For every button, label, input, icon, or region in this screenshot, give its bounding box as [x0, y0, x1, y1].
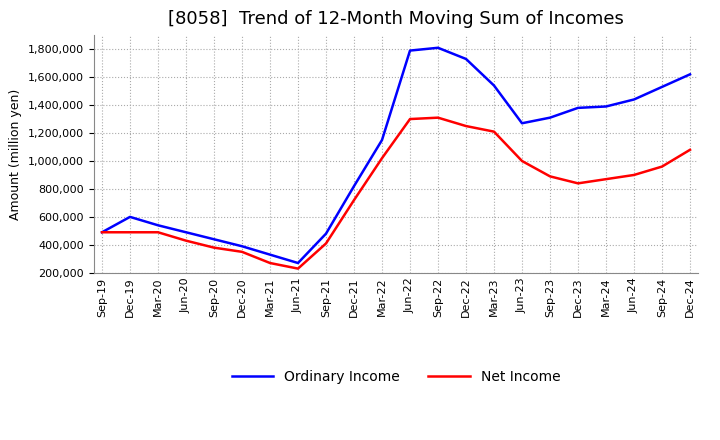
- Ordinary Income: [210, 237, 218, 242]
- Ordinary Income: [602, 104, 611, 109]
- Ordinary Income: [153, 223, 162, 228]
- Ordinary Income: [574, 105, 582, 110]
- Net Income: [518, 158, 526, 164]
- Ordinary Income: [685, 72, 694, 77]
- Net Income: [546, 174, 554, 179]
- Net Income: [294, 266, 302, 271]
- Ordinary Income: [405, 48, 414, 53]
- Y-axis label: Amount (million yen): Amount (million yen): [9, 88, 22, 220]
- Net Income: [657, 164, 666, 169]
- Ordinary Income: [433, 45, 442, 51]
- Net Income: [405, 117, 414, 122]
- Ordinary Income: [266, 252, 274, 257]
- Ordinary Income: [350, 183, 359, 189]
- Net Income: [350, 198, 359, 203]
- Net Income: [153, 230, 162, 235]
- Title: [8058]  Trend of 12-Month Moving Sum of Incomes: [8058] Trend of 12-Month Moving Sum of I…: [168, 10, 624, 28]
- Net Income: [210, 245, 218, 250]
- Net Income: [574, 181, 582, 186]
- Line: Net Income: Net Income: [102, 117, 690, 268]
- Ordinary Income: [518, 121, 526, 126]
- Ordinary Income: [378, 137, 387, 143]
- Ordinary Income: [490, 83, 498, 88]
- Net Income: [238, 249, 246, 254]
- Ordinary Income: [462, 56, 470, 62]
- Net Income: [266, 260, 274, 266]
- Net Income: [322, 241, 330, 246]
- Ordinary Income: [294, 260, 302, 266]
- Ordinary Income: [322, 231, 330, 236]
- Net Income: [98, 230, 107, 235]
- Net Income: [602, 176, 611, 182]
- Ordinary Income: [181, 230, 190, 235]
- Net Income: [433, 115, 442, 120]
- Ordinary Income: [238, 244, 246, 249]
- Net Income: [630, 172, 639, 178]
- Net Income: [490, 129, 498, 134]
- Ordinary Income: [126, 214, 135, 220]
- Ordinary Income: [98, 230, 107, 235]
- Line: Ordinary Income: Ordinary Income: [102, 48, 690, 263]
- Net Income: [378, 156, 387, 161]
- Net Income: [126, 230, 135, 235]
- Net Income: [685, 147, 694, 152]
- Net Income: [181, 238, 190, 243]
- Ordinary Income: [546, 115, 554, 120]
- Net Income: [462, 123, 470, 128]
- Ordinary Income: [630, 97, 639, 102]
- Ordinary Income: [657, 84, 666, 90]
- Legend: Ordinary Income, Net Income: Ordinary Income, Net Income: [226, 364, 566, 389]
